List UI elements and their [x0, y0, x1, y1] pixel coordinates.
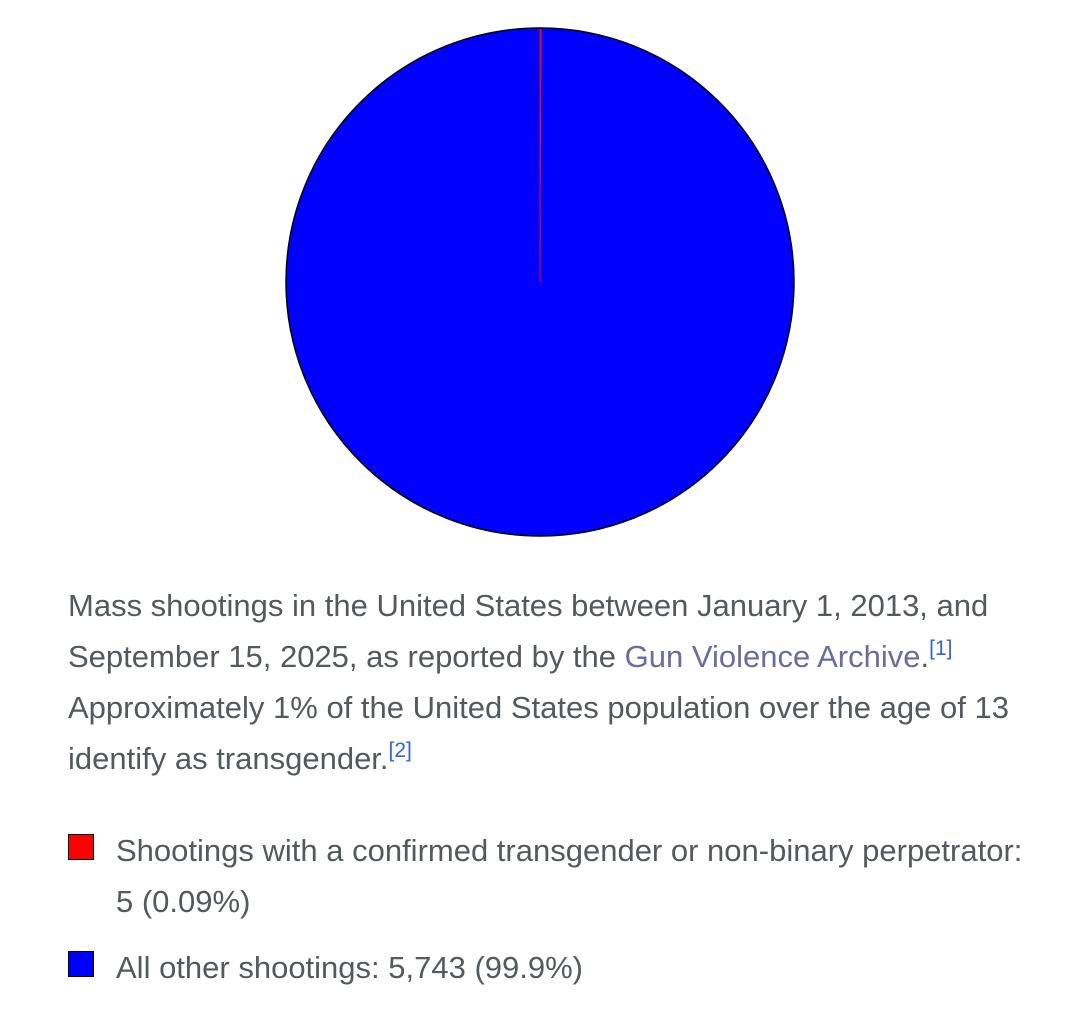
pie-chart [285, 27, 795, 537]
reference-2-link[interactable]: [2] [388, 739, 412, 762]
legend-swatch-blue [68, 951, 94, 977]
legend-label-transgender: Shootings with a confirmed transgender o… [116, 833, 1023, 919]
legend-swatch-red [68, 834, 94, 860]
chart-legend: Shootings with a confirmed transgender o… [68, 825, 1028, 1008]
legend-item-other: All other shootings: 5,743 (99.9%) [68, 942, 1028, 993]
reference-1-link[interactable]: [1] [929, 637, 953, 660]
gun-violence-archive-link[interactable]: Gun Violence Archive [624, 639, 921, 674]
reference-2[interactable]: [2] [389, 739, 412, 762]
caption-text: Mass shootings in the United States betw… [68, 588, 989, 674]
reference-1[interactable]: [1] [929, 637, 952, 660]
legend-item-transgender: Shootings with a confirmed transgender o… [68, 825, 1028, 927]
chart-caption: Mass shootings in the United States betw… [68, 580, 1028, 784]
pie-outline [285, 27, 795, 537]
pie-slice-2 [285, 28, 794, 537]
legend-label-other: All other shootings: 5,743 (99.9%) [116, 950, 583, 985]
caption-text-2: Approximately 1% of the United States po… [68, 690, 1009, 776]
caption-period: . [920, 639, 930, 674]
